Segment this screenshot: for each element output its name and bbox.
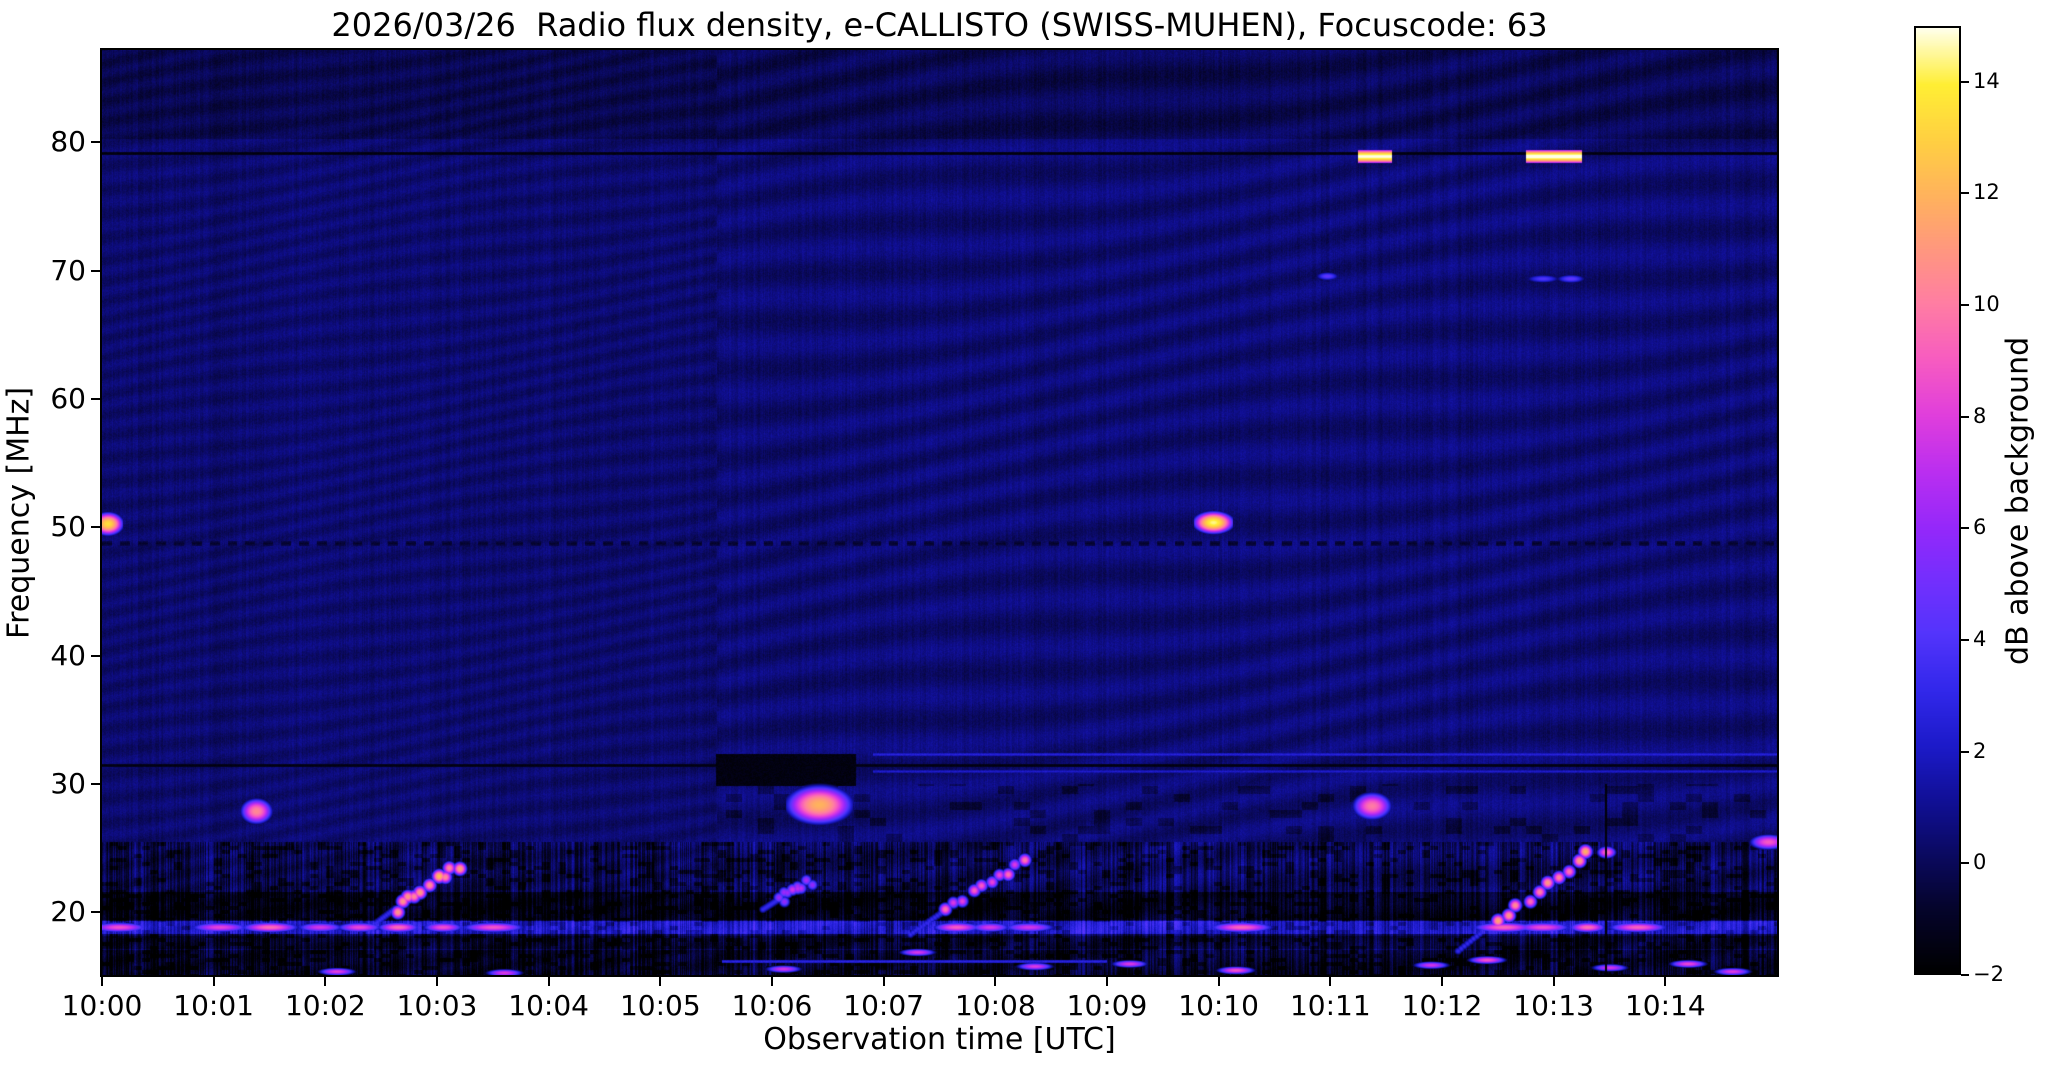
y-tick bbox=[91, 654, 100, 657]
colorbar-tick bbox=[1961, 862, 1969, 865]
y-tick bbox=[91, 526, 100, 529]
colorbar-canvas bbox=[1916, 28, 1959, 973]
x-tick-label: 10:00 bbox=[61, 989, 143, 1022]
colorbar-tick-label: 4 bbox=[1973, 627, 1987, 652]
x-tick bbox=[659, 977, 662, 986]
y-tick-label: 80 bbox=[50, 125, 86, 159]
spectrogram-canvas bbox=[102, 50, 1777, 975]
colorbar-tick bbox=[1961, 974, 1969, 976]
colorbar-tick-label: 14 bbox=[1973, 68, 2000, 93]
colorbar-tick bbox=[1961, 415, 1969, 418]
y-tick bbox=[91, 782, 100, 785]
colorbar-tick-label: −2 bbox=[1973, 962, 2004, 986]
x-tick bbox=[1664, 977, 1667, 986]
x-tick-label: 10:04 bbox=[508, 989, 589, 1022]
x-tick bbox=[882, 977, 885, 986]
x-tick-label: 10:09 bbox=[1066, 989, 1148, 1022]
x-axis-label: Observation time [UTC] bbox=[763, 1022, 1116, 1057]
chart-title: 2026/03/26 Radio flux density, e-CALLIST… bbox=[331, 6, 1548, 44]
x-tick bbox=[324, 977, 327, 986]
y-tick bbox=[91, 141, 100, 144]
y-tick-label: 50 bbox=[50, 510, 86, 544]
x-tick bbox=[1106, 977, 1108, 986]
x-tick-label: 10:11 bbox=[1289, 989, 1371, 1022]
colorbar-tick bbox=[1961, 639, 1969, 642]
x-tick bbox=[101, 977, 103, 986]
colorbar-tick bbox=[1961, 192, 1969, 195]
x-tick bbox=[547, 977, 550, 986]
colorbar-tick-label: 8 bbox=[1973, 403, 1987, 428]
colorbar-tick-label: 12 bbox=[1973, 180, 2000, 205]
y-tick bbox=[91, 911, 100, 914]
colorbar-tick bbox=[1961, 80, 1969, 83]
x-tick bbox=[212, 977, 215, 986]
y-tick bbox=[91, 269, 100, 272]
colorbar-tick bbox=[1961, 304, 1969, 307]
x-tick-label: 10:08 bbox=[954, 989, 1036, 1022]
x-tick-label: 10:14 bbox=[1624, 989, 1706, 1022]
x-tick-label: 10:02 bbox=[284, 989, 366, 1022]
x-tick-label: 10:07 bbox=[843, 989, 924, 1022]
colorbar-tick-label: 2 bbox=[1973, 738, 1987, 763]
x-tick-label: 10:06 bbox=[731, 989, 813, 1022]
x-tick-label: 10:13 bbox=[1513, 989, 1594, 1022]
colorbar-tick-label: 10 bbox=[1973, 292, 2000, 317]
x-tick bbox=[1552, 977, 1555, 986]
y-tick-label: 30 bbox=[50, 766, 86, 800]
colorbar-tick-label: 0 bbox=[1973, 850, 1987, 875]
x-tick bbox=[1329, 977, 1332, 986]
colorbar bbox=[1914, 26, 1961, 975]
colorbar-tick bbox=[1961, 750, 1969, 753]
plot-area bbox=[100, 48, 1779, 977]
x-tick bbox=[436, 977, 438, 986]
colorbar-label: dB above background bbox=[2000, 336, 2036, 665]
x-tick bbox=[1441, 977, 1443, 986]
y-tick-label: 70 bbox=[50, 253, 86, 287]
x-tick-label: 10:01 bbox=[173, 989, 254, 1022]
x-tick-label: 10:10 bbox=[1178, 989, 1259, 1022]
y-tick-label: 40 bbox=[50, 638, 86, 672]
y-tick-label: 60 bbox=[50, 381, 86, 415]
colorbar-tick bbox=[1961, 527, 1969, 530]
x-tick bbox=[771, 977, 773, 986]
y-tick bbox=[91, 397, 100, 400]
x-tick-label: 10:05 bbox=[619, 989, 701, 1022]
colorbar-tick-label: 6 bbox=[1973, 515, 1987, 540]
x-tick bbox=[1217, 977, 1220, 986]
x-tick-label: 10:12 bbox=[1401, 989, 1483, 1022]
y-tick-label: 20 bbox=[50, 895, 86, 929]
x-tick-label: 10:03 bbox=[396, 989, 478, 1022]
x-tick bbox=[994, 977, 997, 986]
